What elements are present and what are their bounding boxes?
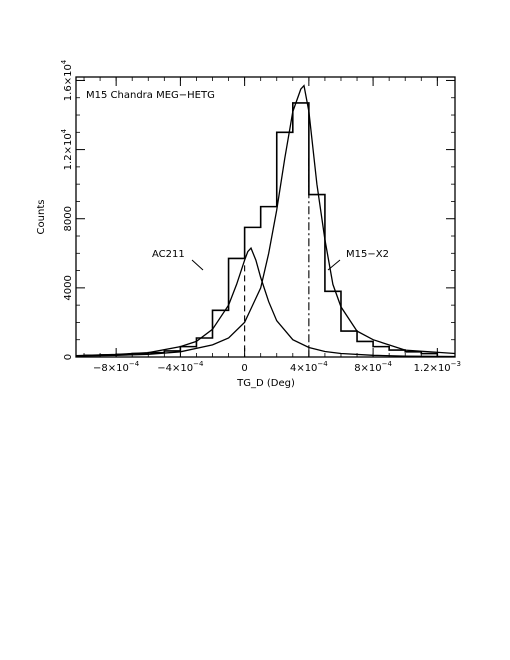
x-tick-label: 4×10−4 [290, 360, 328, 374]
annotation-m15-x2: M15−X2 [346, 249, 389, 260]
leader-line-m15-x2 [327, 259, 341, 271]
x-tick-label: −8×10−4 [93, 360, 140, 374]
x-tick-label: 0 [241, 363, 247, 374]
model-curve-m15-x2 [75, 84, 456, 357]
y-tick-label: 1.2×104 [60, 128, 74, 170]
y-tick-label: 8000 [63, 206, 74, 231]
x-tick-label: 8×10−4 [354, 360, 392, 374]
y-tick-label: 1.6×104 [60, 59, 74, 101]
leader-line-ac211 [191, 259, 204, 271]
histogram-bar [261, 207, 277, 357]
x-tick-label: −4×10−4 [157, 360, 204, 374]
x-axis-title: TG_D (Deg) [236, 378, 295, 389]
model-curve-ac211 [75, 246, 456, 358]
y-tick-label: 0 [63, 354, 74, 360]
annotation-ac211: AC211 [152, 249, 185, 260]
plot-frame [75, 76, 456, 358]
histogram-outline [83, 102, 439, 357]
histogram-bar [229, 258, 245, 357]
chart-title: M15 Chandra MEG−HETG [86, 90, 215, 101]
x-tick-label: 1.2×10−3 [414, 360, 461, 374]
y-tick-label: 4000 [63, 275, 74, 300]
y-axis-title: Counts [36, 200, 47, 235]
histogram-bar [293, 103, 309, 357]
plot-area: −8×10−4 −4×10−4 0 4×10−4 8×10−4 1.2×10−3 0 4000… [60, 59, 461, 374]
